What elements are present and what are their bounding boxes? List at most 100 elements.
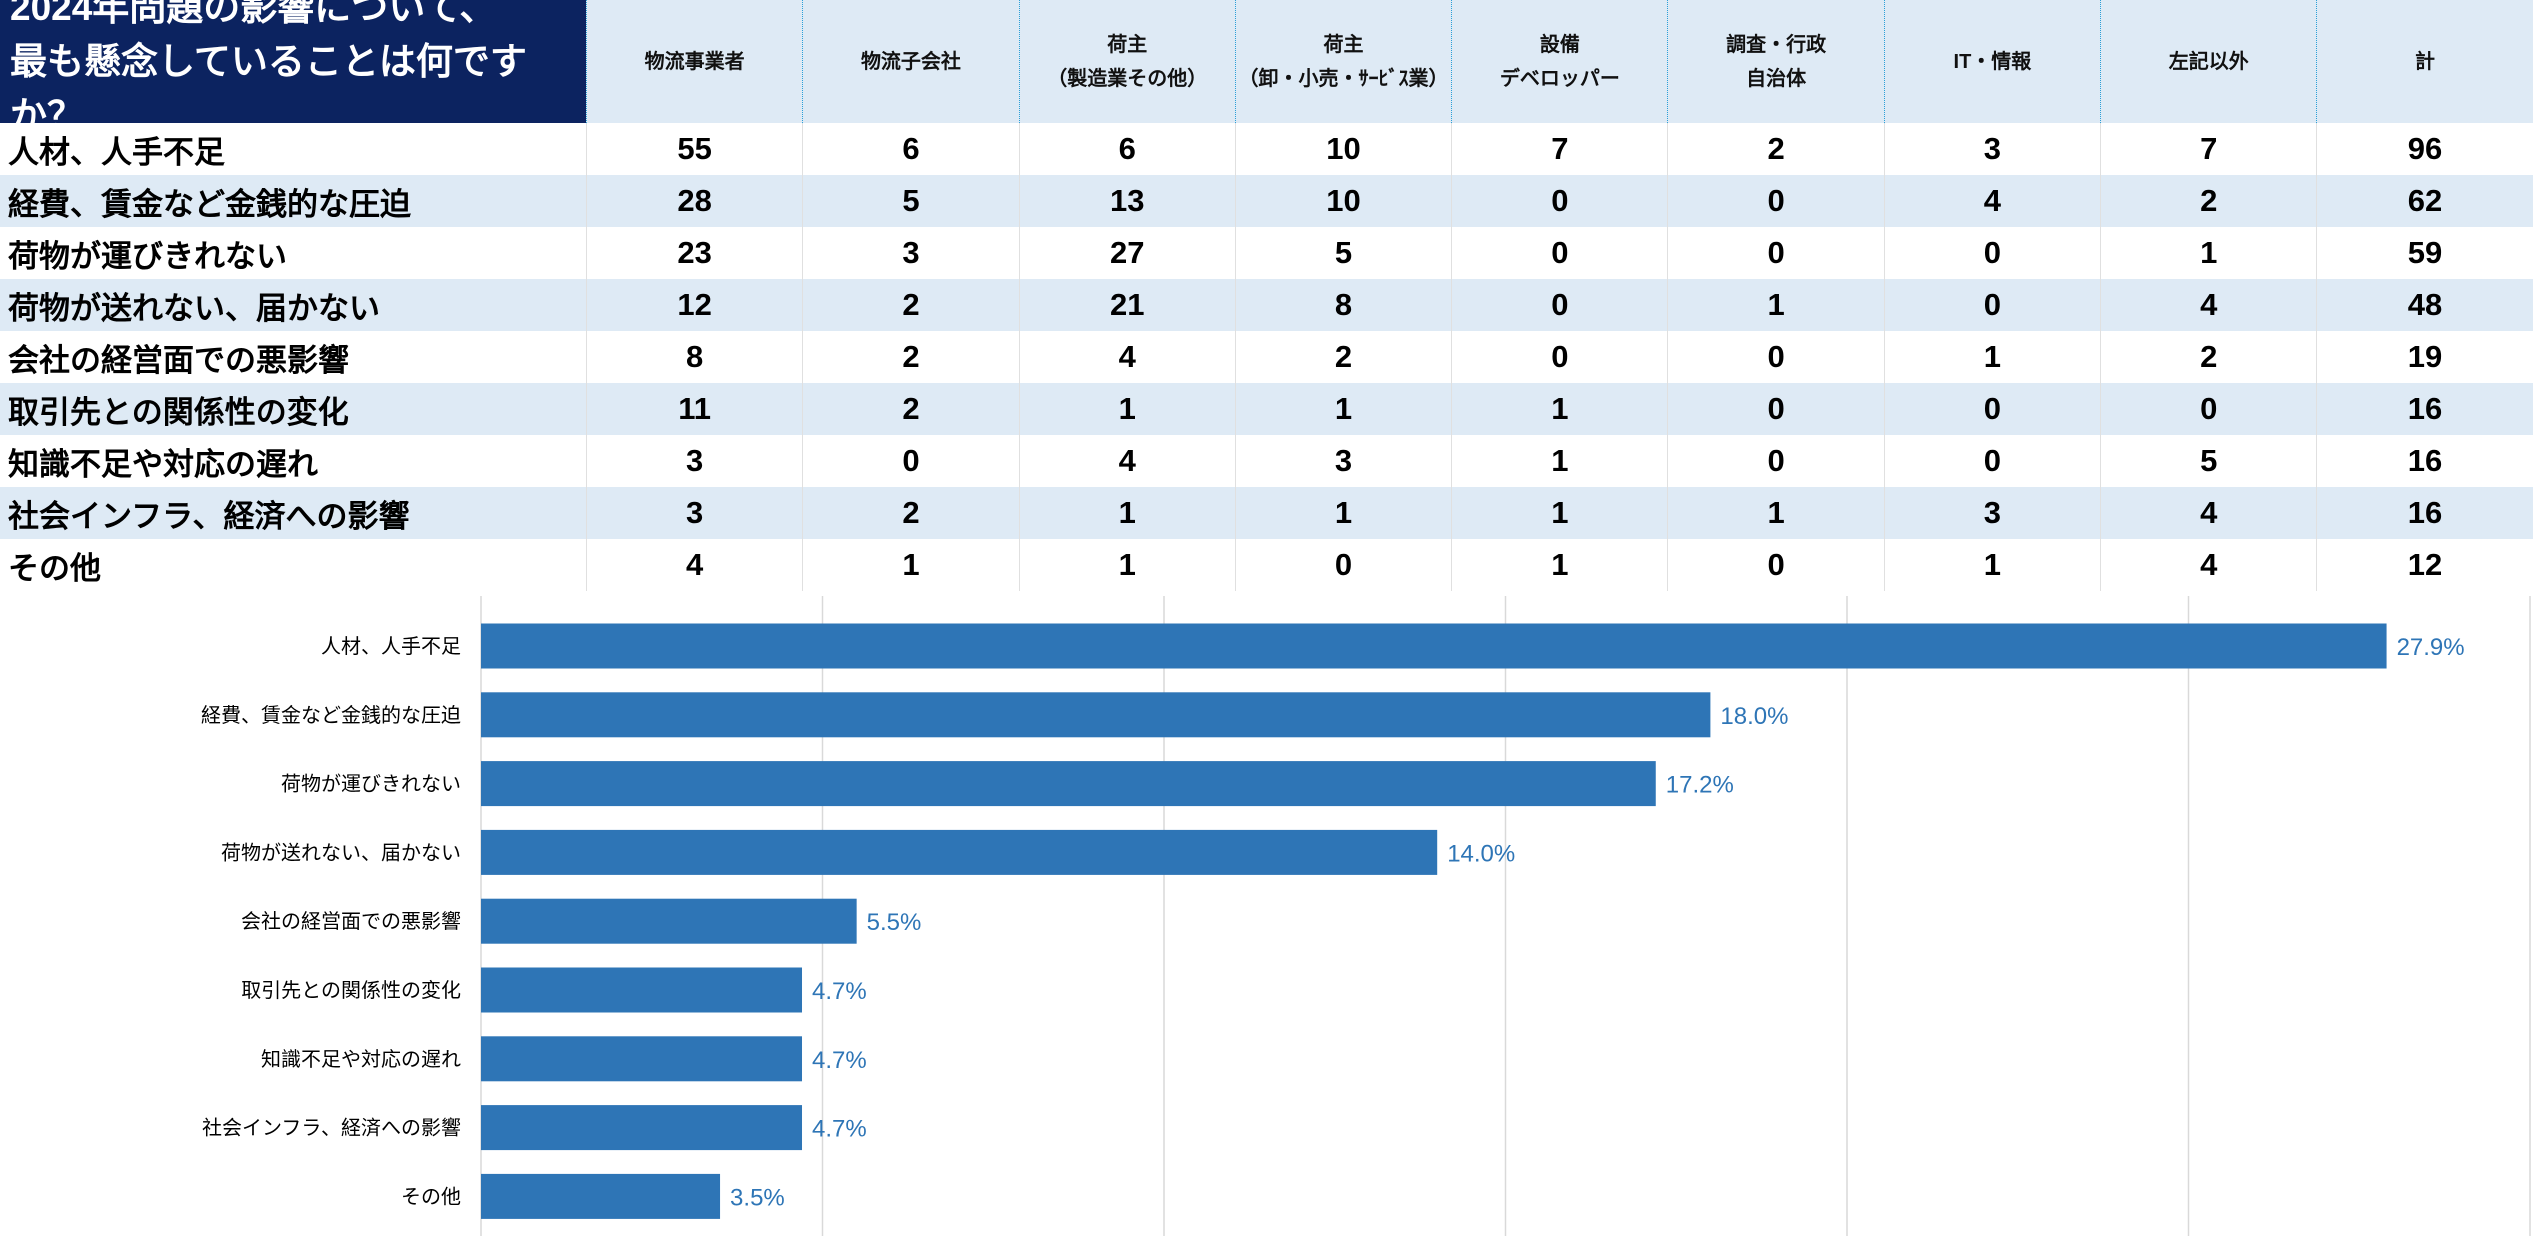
title-line-1: 2024年問題の影響について、 bbox=[10, 0, 497, 28]
table-cell: 2 bbox=[2100, 175, 2316, 227]
column-header-line: 荷主 bbox=[1107, 33, 1148, 56]
table-cell: 5 bbox=[2100, 435, 2316, 487]
column-header: 物流事業者 bbox=[586, 0, 802, 123]
table-cell: 4 bbox=[2100, 487, 2316, 539]
category-label: 荷物が送れない、届かない bbox=[221, 841, 461, 864]
table-cell: 3 bbox=[1883, 123, 2100, 175]
table-cell: 4 bbox=[1018, 331, 1235, 383]
table-cell: 2 bbox=[802, 331, 1018, 383]
table-cell: 4 bbox=[1883, 175, 2100, 227]
table-cell: 12 bbox=[586, 279, 802, 331]
table-cell: 2 bbox=[802, 383, 1018, 435]
table-row: 経費、賃金など金銭的な圧迫 28 5 13 10 0 0 4 2 62 bbox=[0, 175, 2533, 227]
table-cell: 6 bbox=[1018, 123, 1235, 175]
data-label: 17.2% bbox=[1666, 772, 1734, 799]
table-cell: 0 bbox=[802, 435, 1018, 487]
table-cell: 0 bbox=[1883, 383, 2100, 435]
table-cell: 1 bbox=[1018, 539, 1235, 591]
table-cell: 1 bbox=[1018, 487, 1235, 539]
table-cell: 2 bbox=[802, 487, 1018, 539]
table-cell: 0 bbox=[1883, 227, 2100, 279]
column-header-line: 調査・行政 bbox=[1726, 33, 1827, 56]
column-header: 左記以外 bbox=[2100, 0, 2316, 123]
category-label: その他 bbox=[401, 1185, 461, 1208]
column-header-line: （製造業その他） bbox=[1047, 67, 1208, 90]
table-cell: 3 bbox=[586, 435, 802, 487]
table-cell: 2 bbox=[1234, 331, 1451, 383]
table-cell: 1 bbox=[802, 539, 1018, 591]
column-header-line: （卸・小売・ｻｰﾋﾞｽ業） bbox=[1238, 67, 1449, 90]
row-label: 知識不足や対応の遅れ bbox=[8, 446, 318, 482]
table-cell: 5 bbox=[802, 175, 1018, 227]
table-row: 取引先との関係性の変化 11 2 1 1 1 0 0 0 16 bbox=[0, 383, 2533, 435]
table-cell: 2 bbox=[1667, 123, 1883, 175]
table-cell: 13 bbox=[1018, 175, 1235, 227]
column-header-line: 左記以外 bbox=[2168, 50, 2249, 73]
table-cell: 0 bbox=[1883, 435, 2100, 487]
table-cell: 0 bbox=[1667, 539, 1883, 591]
row-label: 取引先との関係性の変化 bbox=[8, 394, 349, 430]
table-cell: 0 bbox=[1667, 435, 1883, 487]
table-cell: 12 bbox=[2316, 539, 2532, 591]
column-header-line: 計 bbox=[2415, 50, 2436, 73]
table-cell: 1 bbox=[1018, 383, 1235, 435]
column-header: 調査・行政 自治体 bbox=[1667, 0, 1883, 123]
bar-chart: 人材、人手不足 27.9% 経費、賃金など金銭的な圧迫 18.0% 荷物が運びきれない 1… bbox=[201, 596, 2531, 1236]
table-row: 知識不足や対応の遅れ 3 0 4 3 1 0 0 5 16 bbox=[0, 435, 2533, 487]
title-line-2: 最も懸念していることは何ですか？ bbox=[10, 40, 527, 136]
table-cell: 28 bbox=[586, 175, 802, 227]
category-label: 経費、賃金など金銭的な圧迫 bbox=[201, 704, 461, 727]
bar bbox=[481, 967, 803, 1013]
table-cell: 1 bbox=[1451, 539, 1667, 591]
column-header: 計 bbox=[2316, 0, 2532, 123]
category-label: 人材、人手不足 bbox=[321, 635, 461, 658]
table-cell: 0 bbox=[1667, 331, 1883, 383]
table-cell: 2 bbox=[2100, 331, 2316, 383]
table-cell: 0 bbox=[2100, 383, 2316, 435]
column-header: IT・情報 bbox=[1883, 0, 2100, 123]
row-label: 人材、人手不足 bbox=[8, 134, 225, 170]
table-cell: 23 bbox=[586, 227, 802, 279]
table-cell: 0 bbox=[1451, 227, 1667, 279]
table-cell: 4 bbox=[1018, 435, 1235, 487]
table-cell: 0 bbox=[1451, 331, 1667, 383]
column-header: 荷主 （卸・小売・ｻｰﾋﾞｽ業） bbox=[1234, 0, 1451, 123]
table-row: その他 4 1 1 0 1 0 1 4 12 bbox=[0, 539, 2533, 591]
table-cell: 1 bbox=[1883, 331, 2100, 383]
bar bbox=[481, 761, 1656, 807]
bar bbox=[481, 623, 2387, 669]
row-label: 経費、賃金など金銭的な圧迫 bbox=[8, 186, 411, 222]
bar bbox=[481, 692, 1711, 738]
table-cell: 8 bbox=[1234, 279, 1451, 331]
table-cell: 3 bbox=[802, 227, 1018, 279]
table-row: 人材、人手不足 55 6 6 10 7 2 3 7 96 bbox=[0, 123, 2533, 175]
bar bbox=[481, 1105, 803, 1151]
table-cell: 1 bbox=[1883, 539, 2100, 591]
column-header-line: 物流子会社 bbox=[860, 50, 961, 73]
table-cell: 0 bbox=[1667, 383, 1883, 435]
table-cell: 16 bbox=[2316, 383, 2532, 435]
row-label: 荷物が送れない、届かない bbox=[8, 290, 380, 326]
column-header-line: IT・情報 bbox=[1953, 50, 2032, 73]
category-label: 取引先との関係性の変化 bbox=[241, 979, 461, 1002]
table-cell: 4 bbox=[586, 539, 802, 591]
table-cell: 8 bbox=[586, 331, 802, 383]
column-header-line: 設備 bbox=[1539, 33, 1580, 56]
table-cell: 0 bbox=[1451, 279, 1667, 331]
table-cell: 6 bbox=[802, 123, 1018, 175]
data-label: 4.7% bbox=[812, 1047, 867, 1074]
table-cell: 0 bbox=[1667, 227, 1883, 279]
table-title: 2024年問題の影響について、 最も懸念していることは何ですか？ bbox=[0, 0, 586, 136]
data-label: 3.5% bbox=[730, 1184, 785, 1211]
column-header-line: 荷主 bbox=[1323, 33, 1364, 56]
bar bbox=[481, 829, 1438, 875]
table-cell: 1 bbox=[1667, 487, 1883, 539]
row-label: 会社の経営面での悪影響 bbox=[8, 342, 349, 378]
table-row: 会社の経営面での悪影響 8 2 4 2 0 0 1 2 19 bbox=[0, 331, 2533, 383]
column-header-line: デベロッパー bbox=[1499, 67, 1620, 90]
table-cell: 3 bbox=[586, 487, 802, 539]
table-cell: 2 bbox=[802, 279, 1018, 331]
table-cell: 55 bbox=[586, 123, 802, 175]
table-cell: 7 bbox=[1451, 123, 1667, 175]
table-cell: 62 bbox=[2316, 175, 2532, 227]
